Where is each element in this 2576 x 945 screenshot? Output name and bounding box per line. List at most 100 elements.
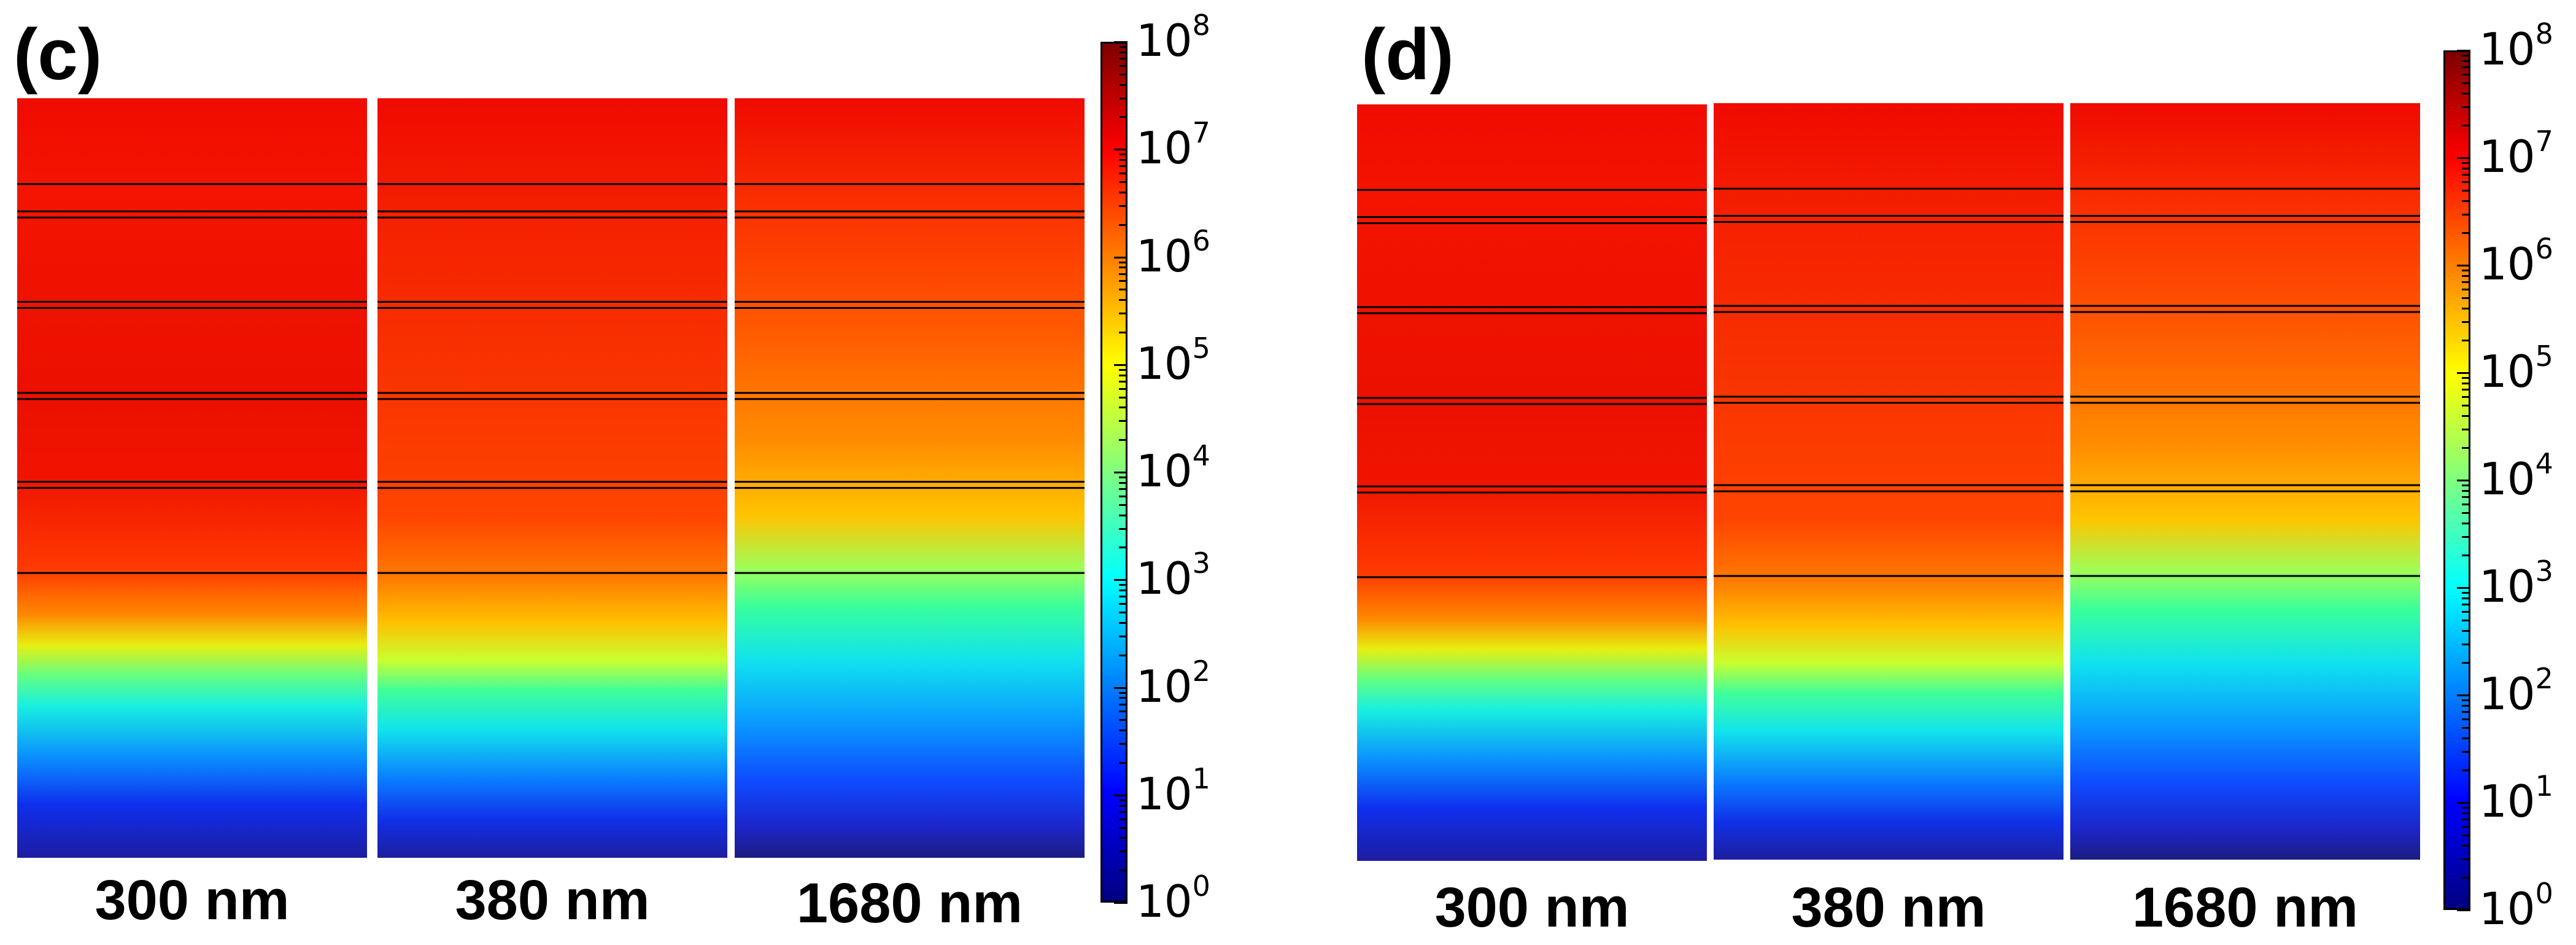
colorbar-minor-tick xyxy=(1119,743,1127,745)
intensity-gradient xyxy=(2070,103,2420,860)
colorbar-minor-tick xyxy=(2462,66,2470,69)
colorbar-minor-tick xyxy=(1119,406,1127,409)
colorbar-minor-tick xyxy=(1119,697,1127,699)
colorbar-minor-tick xyxy=(1119,818,1127,820)
field-map-svg xyxy=(2070,103,2420,860)
colorbar-minor-tick xyxy=(1119,691,1127,694)
field-map-svg xyxy=(735,98,1085,858)
colorbar-minor-tick xyxy=(1119,289,1127,291)
colorbar-minor-tick xyxy=(2462,73,2470,76)
tick-base: 10 xyxy=(1136,15,1193,66)
colorbar-minor-tick xyxy=(2462,404,2470,406)
colorbar-tick-label: 107 xyxy=(2479,127,2553,182)
panel-c: (c) 300 nm 380 nm 1680 nm 100 101 102 103 10… xyxy=(14,9,1210,931)
colorbar-minor-tick xyxy=(1119,380,1127,383)
colorbar-minor-tick xyxy=(2462,162,2470,164)
colorbar-minor-tick xyxy=(2462,604,2470,606)
colorbar-minor-tick xyxy=(2462,819,2470,821)
colorbar-minor-tick xyxy=(1119,719,1127,721)
colorbar-minor-tick xyxy=(2462,484,2470,486)
colorbar-minor-tick xyxy=(1119,635,1127,637)
field-map-380nm xyxy=(1714,103,2064,860)
colorbar-minor-tick xyxy=(1119,159,1127,161)
colorbar-major-tick xyxy=(2457,694,2470,696)
colorbar-minor-tick xyxy=(2462,877,2470,879)
colorbar-minor-tick xyxy=(1119,799,1127,801)
tick-exponent: 8 xyxy=(2535,17,2553,50)
colorbar-minor-tick xyxy=(2462,597,2470,599)
tick-base: 10 xyxy=(2479,453,2535,505)
colorbar-minor-tick xyxy=(2462,511,2470,514)
colorbar-minor-tick xyxy=(1119,710,1127,713)
colorbar-minor-tick xyxy=(2462,447,2470,449)
colorbar-minor-tick xyxy=(1119,621,1127,624)
tick-base: 10 xyxy=(1136,337,1193,389)
colorbar-minor-tick xyxy=(1119,869,1127,872)
colorbar-minor-tick xyxy=(1119,387,1127,390)
colorbar-minor-tick xyxy=(2462,60,2470,62)
colorbar-minor-tick xyxy=(2462,428,2470,430)
tick-base: 10 xyxy=(2479,883,2535,935)
colorbar-minor-tick xyxy=(2462,297,2470,299)
colorbar-minor-tick xyxy=(1119,73,1127,76)
tick-exponent: 7 xyxy=(2535,125,2553,158)
tick-base: 10 xyxy=(2479,238,2535,290)
colorbar-minor-tick xyxy=(2462,737,2470,739)
tick-exponent: 1 xyxy=(2535,769,2553,803)
intensity-gradient xyxy=(1714,103,2064,860)
tick-base: 10 xyxy=(1136,660,1193,712)
colorbar-minor-tick xyxy=(1119,261,1127,263)
colorbar-minor-tick xyxy=(2462,232,2470,235)
intensity-gradient xyxy=(1357,104,1707,861)
colorbar-minor-tick xyxy=(1119,826,1127,829)
tick-exponent: 5 xyxy=(1192,331,1210,365)
colorbar-minor-tick xyxy=(2462,610,2470,613)
colorbar-minor-tick xyxy=(2462,106,2470,108)
tick-base: 10 xyxy=(2479,131,2535,182)
colorbar-tick-label: 100 xyxy=(2479,879,2553,931)
colorbar-minor-tick xyxy=(1119,439,1127,441)
colorbar-minor-tick xyxy=(1119,804,1127,807)
colorbar-tick-label: 103 xyxy=(1136,549,1210,601)
tick-exponent: 8 xyxy=(1192,9,1210,42)
colorbar-minor-tick xyxy=(1119,703,1127,706)
tick-base: 10 xyxy=(2479,776,2535,827)
tick-base: 10 xyxy=(1136,876,1193,927)
colorbar-minor-tick xyxy=(2462,189,2470,192)
colorbar-minor-tick xyxy=(1119,46,1127,49)
colorbar-minor-tick xyxy=(1119,191,1127,193)
colorbar-tick-label: 100 xyxy=(1136,872,1210,927)
colorbar-minor-tick xyxy=(2462,213,2470,216)
colorbar-minor-tick xyxy=(2462,377,2470,379)
strip-label-1680nm: 1680 nm xyxy=(2132,876,2359,939)
colorbar-minor-tick xyxy=(1119,504,1127,506)
colorbar-minor-tick xyxy=(1119,514,1127,516)
strip-label-380nm: 380 nm xyxy=(1791,876,1986,939)
colorbar-minor-tick xyxy=(1119,368,1127,371)
tick-base: 10 xyxy=(1136,445,1193,497)
colorbar-minor-tick xyxy=(2462,503,2470,505)
colorbar-minor-tick xyxy=(2462,82,2470,84)
colorbar-minor-tick xyxy=(2462,274,2470,277)
colorbar-major-tick xyxy=(1114,364,1127,366)
tick-base: 10 xyxy=(2479,561,2535,612)
colorbar-minor-tick xyxy=(1119,266,1127,269)
colorbar-minor-tick xyxy=(1119,837,1127,839)
intensity-gradient xyxy=(735,98,1085,858)
colorbar-minor-tick xyxy=(1119,84,1127,86)
colorbar-minor-tick xyxy=(2462,662,2470,664)
colorbar-minor-tick xyxy=(1119,811,1127,813)
tick-base: 10 xyxy=(1136,122,1193,174)
colorbar-minor-tick xyxy=(2462,807,2470,809)
colorbar-minor-tick xyxy=(2462,55,2470,56)
tick-exponent: 4 xyxy=(1192,439,1210,472)
colorbar-major-tick xyxy=(2457,265,2470,266)
field-map-1680nm xyxy=(735,98,1085,858)
colorbar-tick-label: 106 xyxy=(2479,235,2553,286)
field-map-svg xyxy=(1357,104,1707,861)
colorbar-minor-tick xyxy=(2462,769,2470,772)
tick-exponent: 5 xyxy=(2535,340,2553,373)
colorbar-minor-tick xyxy=(2462,643,2470,645)
tick-base: 10 xyxy=(1136,768,1193,820)
colorbar-minor-tick xyxy=(2462,834,2470,836)
